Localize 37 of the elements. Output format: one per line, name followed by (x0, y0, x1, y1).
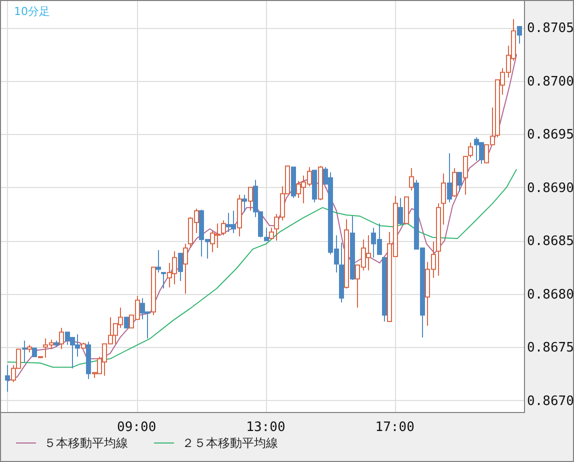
x-tick-label: 13:00 (246, 420, 286, 435)
candlestick (409, 168, 414, 192)
candlestick (463, 156, 468, 196)
candlestick (22, 340, 27, 362)
y-tick-label: 0.8705 (527, 21, 574, 36)
candlestick (124, 316, 129, 328)
candlestick (468, 142, 473, 158)
candlestick (5, 364, 10, 392)
y-tick-label: 0.8680 (527, 287, 574, 302)
line-series (6, 168, 518, 368)
x-tick-label: 09:00 (117, 420, 156, 435)
candlestick (221, 220, 226, 236)
candlestick (452, 168, 457, 198)
candlestick (447, 152, 452, 203)
candlestick (242, 194, 247, 212)
candlestick (178, 252, 183, 282)
y-tick-label: 0.8700 (527, 74, 574, 90)
y-tick-label: 0.8685 (527, 234, 574, 250)
candlestick (398, 197, 403, 226)
candlestick (161, 272, 166, 289)
candlestick (156, 250, 161, 274)
candlestick (59, 327, 64, 350)
y-tick-label: 0.8670 (527, 394, 574, 409)
candlestick (264, 227, 269, 242)
candlestick (269, 227, 274, 240)
y-tick-label: 0.8695 (527, 128, 574, 143)
candlestick (441, 172, 446, 226)
candlestick (457, 172, 462, 192)
candlestick (183, 243, 188, 294)
chart-title: 10分足 (14, 5, 50, 18)
y-tick-label: 0.8690 (527, 180, 574, 196)
candlestick (248, 186, 253, 212)
x-tick-label: 17:00 (375, 420, 414, 435)
legend-label: ５本移動平均線 (44, 436, 128, 450)
candlestick (517, 26, 522, 44)
legend-label: ２５本移動平均線 (182, 436, 278, 450)
y-tick-label: 0.8675 (527, 340, 574, 356)
